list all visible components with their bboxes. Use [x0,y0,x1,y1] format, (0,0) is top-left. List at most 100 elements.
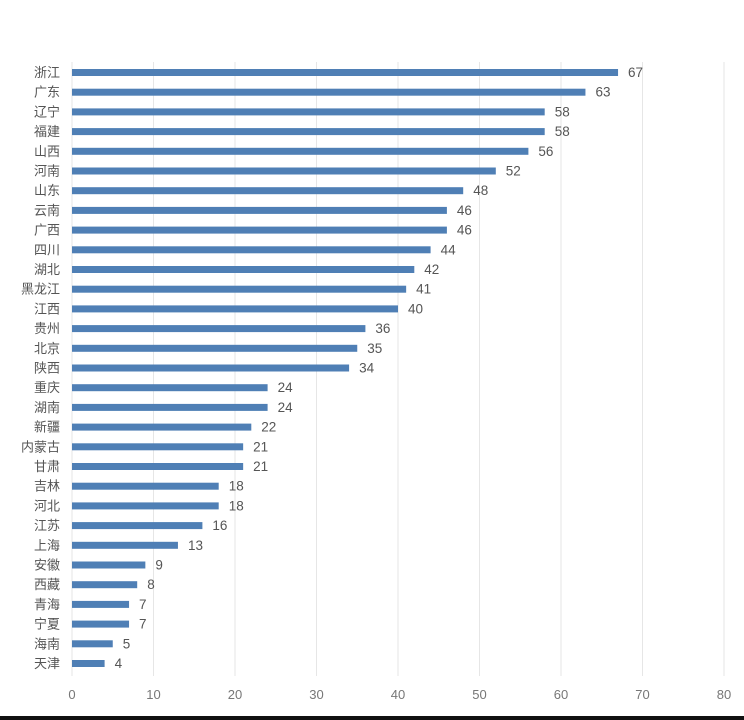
x-tick-label: 0 [68,687,75,702]
category-label: 贵州 [34,322,60,337]
value-label: 35 [367,341,382,356]
x-tick-label: 40 [391,687,405,702]
category-label: 广东 [34,86,60,101]
bar [72,423,252,431]
bar [72,443,244,451]
value-label: 4 [115,656,123,671]
x-tick-label: 30 [309,687,323,702]
category-label: 吉林 [34,480,60,495]
bar [72,226,447,234]
bar [72,581,138,589]
category-labels: 浙江广东辽宁福建山西河南山东云南广西四川湖北黑龙江江西贵州北京陕西重庆湖南新疆内… [21,66,60,672]
value-label: 7 [139,617,147,632]
category-label: 宁夏 [34,617,60,633]
bar [72,206,447,214]
value-label: 34 [359,361,375,376]
bar [72,147,529,155]
bar [72,463,244,470]
bottom-border [0,716,744,720]
category-label: 陕西 [34,362,60,377]
bars [72,69,619,667]
bar [72,246,431,254]
value-label: 58 [555,104,570,119]
category-label: 黑龙江 [21,283,60,298]
value-label: 8 [147,577,155,592]
x-tick-label: 50 [472,687,486,702]
value-label: 56 [538,144,553,159]
x-tick-label: 60 [554,687,568,702]
bar [72,266,415,273]
category-label: 福建 [34,125,60,140]
category-label: 甘肃 [34,460,60,475]
category-label: 内蒙古 [21,439,60,455]
value-label: 24 [278,380,294,395]
value-label: 21 [253,439,268,454]
value-label: 46 [457,223,472,238]
bar [72,620,130,628]
bar [72,364,350,372]
bar [72,344,358,352]
bar [72,660,105,667]
category-label: 辽宁 [34,104,60,120]
bar [72,561,146,569]
value-label: 18 [229,479,244,494]
category-label: 北京 [34,342,60,357]
bar [72,128,545,136]
category-label: 新疆 [34,420,60,436]
category-label: 上海 [34,539,60,554]
value-label: 13 [188,538,203,553]
bar [72,522,203,530]
value-label: 21 [253,459,268,474]
bar [72,285,407,293]
x-tick-label: 20 [228,687,242,702]
category-label: 江苏 [34,518,60,534]
category-label: 安徽 [34,559,60,574]
x-tick-label: 10 [146,687,160,702]
bar [72,187,464,195]
category-label: 海南 [34,636,60,652]
category-label: 河南 [34,164,60,180]
value-label: 22 [261,420,276,435]
category-label: 西藏 [34,578,60,593]
value-label: 24 [278,400,294,415]
category-label: 河北 [34,499,60,514]
bar [72,88,586,96]
value-label: 5 [123,636,131,651]
value-label: 52 [506,164,521,179]
x-axis-ticks: 0 10 20 30 40 50 60 70 80 [68,687,731,702]
x-tick-label: 70 [635,687,649,702]
category-label: 天津 [34,657,60,672]
bar [72,541,178,549]
category-label: 山东 [34,184,60,199]
bar [72,108,545,116]
value-label: 46 [457,203,472,218]
value-label: 67 [628,65,643,80]
bar [72,403,268,411]
bar [72,305,398,313]
category-label: 湖北 [34,263,60,278]
category-label: 江西 [34,302,60,317]
bar [72,384,268,392]
category-label: 山西 [34,145,60,160]
value-label: 16 [212,518,227,533]
value-label: 18 [229,498,244,513]
value-labels: 6763585856524846464442414036353424242221… [115,65,643,671]
x-tick-label: 80 [717,687,731,702]
value-label: 36 [375,321,390,336]
value-label: 63 [595,85,610,100]
bar [72,640,113,648]
bar [72,502,219,510]
category-label: 重庆 [34,380,60,396]
value-label: 40 [408,301,423,316]
bar [72,167,496,175]
category-label: 四川 [34,243,60,258]
category-label: 湖南 [34,400,60,416]
bar [72,325,366,333]
bar [72,69,619,76]
value-label: 41 [416,282,431,297]
category-label: 浙江 [34,66,60,81]
grid-lines [71,62,725,676]
value-label: 44 [441,242,457,257]
value-label: 58 [555,124,570,139]
